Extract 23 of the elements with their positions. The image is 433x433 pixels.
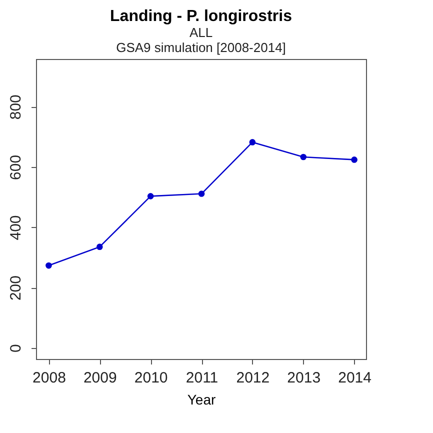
point bbox=[147, 193, 154, 200]
y-tick-label: 200 bbox=[8, 276, 24, 301]
point bbox=[249, 139, 256, 146]
y-tick-label: 800 bbox=[8, 94, 24, 120]
point bbox=[198, 190, 205, 197]
point bbox=[351, 156, 358, 163]
x-tick-label: 2010 bbox=[134, 370, 168, 386]
x-tick-label: 2012 bbox=[236, 370, 270, 386]
y-tick-label: 600 bbox=[8, 154, 24, 180]
x-tick-label: 2014 bbox=[338, 370, 372, 386]
x-tick-label: 2009 bbox=[83, 370, 117, 386]
y-tick-label: 0 bbox=[8, 344, 24, 353]
y-tick-label: 400 bbox=[8, 215, 24, 240]
chart-subtitle: ALL bbox=[189, 25, 213, 40]
point bbox=[96, 244, 103, 250]
x-axis-title: Year bbox=[187, 392, 216, 408]
text: GSA9 simulation [2008-2014] bbox=[116, 40, 286, 55]
x-tick-label: 2011 bbox=[186, 370, 218, 386]
point bbox=[300, 154, 307, 160]
x-tick-label: 2013 bbox=[287, 370, 321, 386]
chart-title: Landing - P. longirostris bbox=[110, 8, 292, 25]
point bbox=[46, 262, 52, 269]
x-tick-label: 2008 bbox=[32, 370, 66, 386]
